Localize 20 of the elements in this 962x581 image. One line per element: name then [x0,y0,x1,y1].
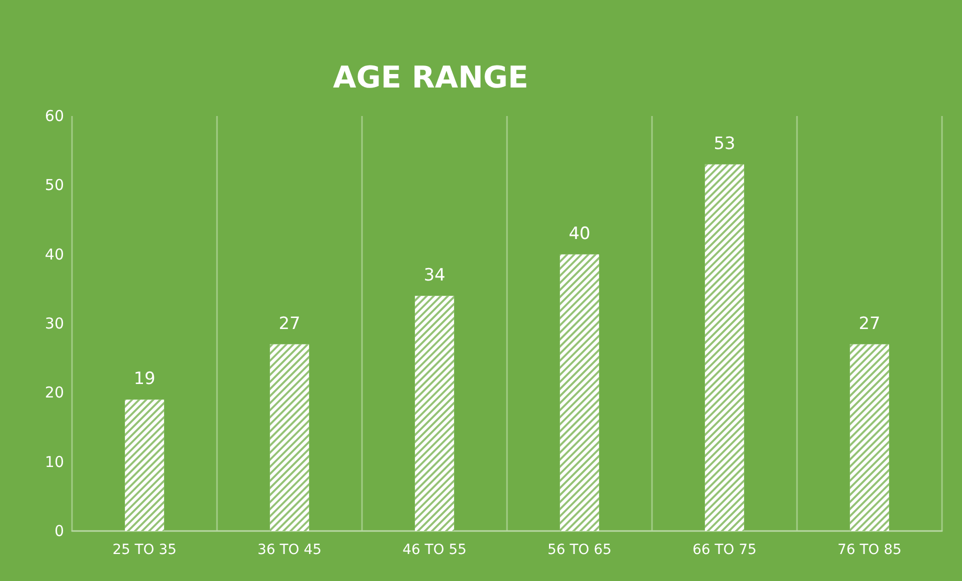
y-tick-label: 0 [54,522,64,540]
data-label: 40 [568,224,590,244]
y-tick-label: 10 [44,452,64,471]
data-label: 27 [858,314,880,334]
y-tick-label: 60 [44,107,64,125]
x-tick-label: 66 TO 75 [692,542,757,558]
x-tick-label: 36 TO 45 [257,542,322,558]
y-tick-label: 20 [44,384,64,402]
y-tick-label: 50 [44,176,64,194]
y-tick-label: 30 [44,314,64,332]
y-tick-label: 40 [44,245,64,264]
x-tick-label: 76 TO 85 [837,542,902,558]
data-label: 34 [424,265,446,286]
x-tick-label: 56 TO 65 [547,542,612,558]
chart-title: AGE RANGE [333,60,528,96]
data-label: 27 [278,314,300,334]
data-label: 19 [134,369,156,390]
x-tick-label: 25 TO 35 [112,542,177,558]
data-label: 53 [714,134,736,154]
x-tick-label: 46 TO 55 [402,542,467,558]
